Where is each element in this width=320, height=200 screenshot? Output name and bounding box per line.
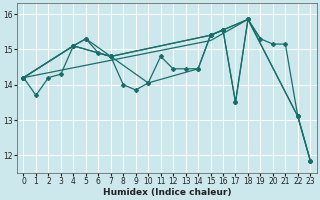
- X-axis label: Humidex (Indice chaleur): Humidex (Indice chaleur): [103, 188, 231, 197]
